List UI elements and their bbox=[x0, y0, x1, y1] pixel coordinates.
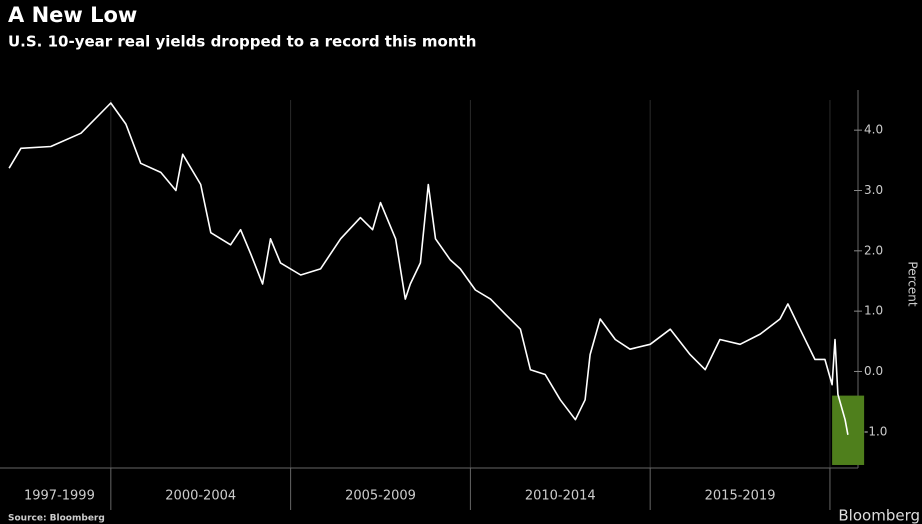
y-tick-label: -1.0 bbox=[864, 424, 887, 438]
x-tick-label: 2010-2014 bbox=[525, 489, 596, 504]
highlight-box bbox=[832, 395, 865, 465]
y-tick-label: 2.0 bbox=[864, 243, 883, 257]
x-tick-label: 2005-2009 bbox=[345, 489, 416, 504]
y-tick-label: 1.0 bbox=[864, 304, 883, 318]
brand: Bloomberg bbox=[838, 507, 920, 524]
y-tick-label: 0.0 bbox=[864, 364, 883, 378]
chart-subtitle: U.S. 10-year real yields dropped to a re… bbox=[8, 33, 476, 51]
x-tick-label: 2000-2004 bbox=[165, 489, 236, 504]
x-tick-label: 1997-1999 bbox=[24, 489, 95, 504]
source: Source: Bloomberg bbox=[8, 514, 105, 524]
chart-title: A New Low bbox=[8, 3, 137, 27]
y-axis-label: Percent bbox=[906, 261, 920, 306]
x-tick-label: 2015-2019 bbox=[705, 489, 776, 504]
y-tick-label: 4.0 bbox=[864, 123, 883, 137]
y-tick-label: 3.0 bbox=[864, 183, 883, 197]
line-series bbox=[8, 102, 849, 435]
